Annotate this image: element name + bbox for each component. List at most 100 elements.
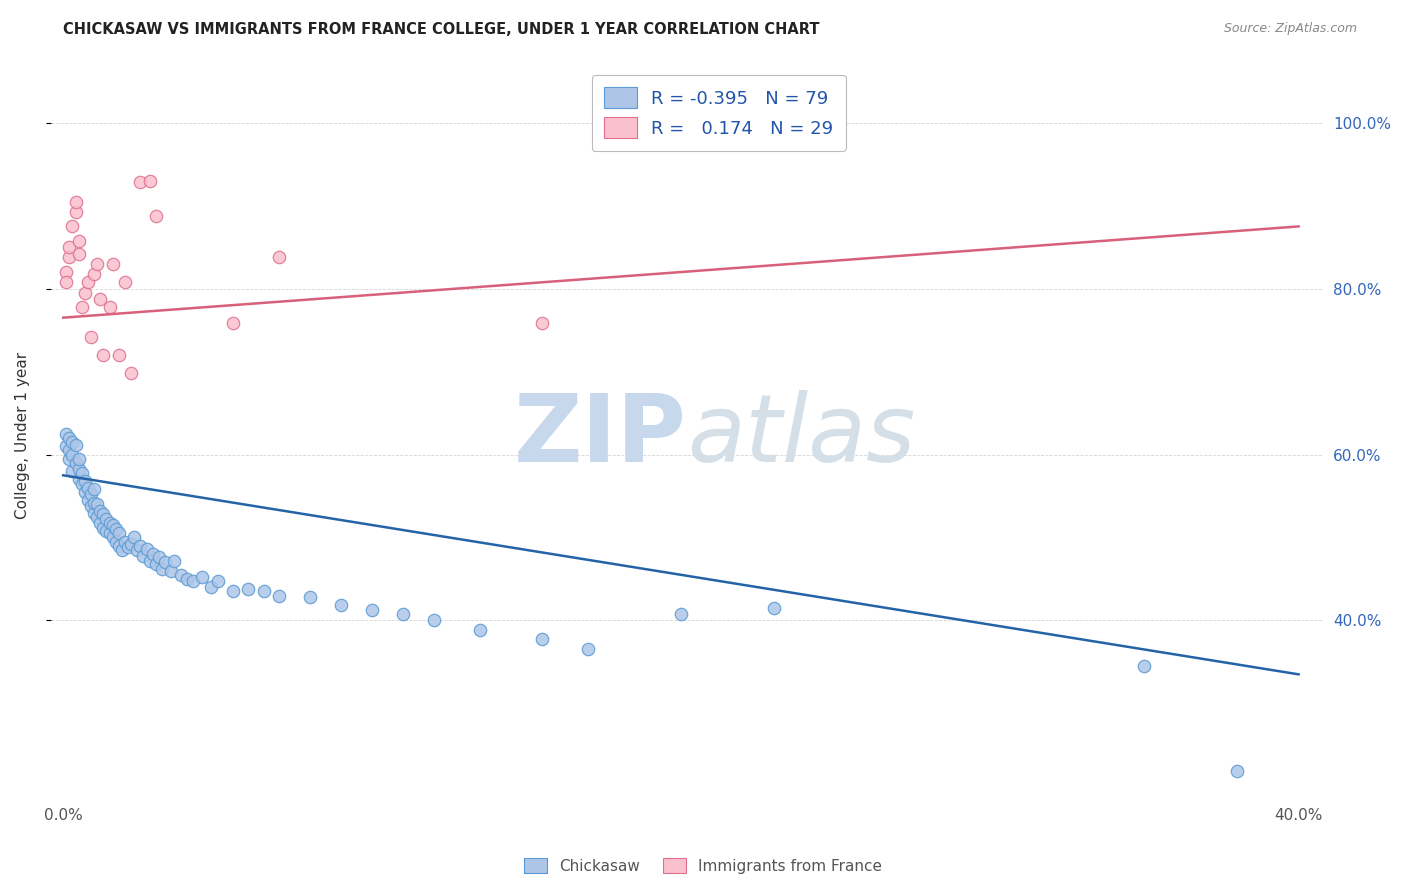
- Point: [58, 240, 80, 254]
- Point: [222, 584, 245, 599]
- Point: [207, 574, 229, 588]
- Point: [132, 549, 155, 563]
- Point: [468, 624, 491, 638]
- Point: [65, 194, 87, 209]
- Point: [181, 574, 204, 588]
- Point: [58, 443, 80, 458]
- Point: [101, 518, 124, 533]
- Point: [65, 205, 87, 219]
- Point: [111, 543, 134, 558]
- Text: ZIP: ZIP: [515, 390, 688, 482]
- Point: [253, 584, 276, 599]
- Text: CHICKASAW VS IMMIGRANTS FROM FRANCE COLLEGE, UNDER 1 YEAR CORRELATION CHART: CHICKASAW VS IMMIGRANTS FROM FRANCE COLL…: [63, 22, 820, 37]
- Point: [114, 534, 136, 549]
- Point: [62, 219, 84, 234]
- Point: [70, 476, 93, 491]
- Point: [299, 591, 322, 605]
- Point: [101, 531, 124, 545]
- Point: [67, 234, 90, 248]
- Point: [98, 300, 121, 314]
- Point: [117, 541, 139, 555]
- Point: [55, 275, 77, 289]
- Point: [101, 257, 124, 271]
- Point: [107, 348, 129, 362]
- Point: [89, 516, 111, 530]
- Point: [191, 570, 214, 584]
- Point: [129, 539, 152, 553]
- Point: [55, 426, 77, 441]
- Point: [361, 603, 384, 617]
- Point: [83, 495, 105, 509]
- Point: [330, 599, 353, 613]
- Legend: Chickasaw, Immigrants from France: Chickasaw, Immigrants from France: [517, 852, 889, 880]
- Point: [107, 526, 129, 541]
- Point: [153, 555, 176, 569]
- Point: [169, 567, 191, 582]
- Point: [222, 317, 245, 331]
- Point: [67, 472, 90, 486]
- Point: [104, 534, 127, 549]
- Point: [80, 499, 103, 513]
- Point: [77, 275, 100, 289]
- Point: [70, 466, 93, 480]
- Point: [114, 275, 136, 289]
- Text: atlas: atlas: [688, 391, 915, 482]
- Point: [83, 506, 105, 520]
- Y-axis label: College, Under 1 year: College, Under 1 year: [15, 352, 30, 519]
- Point: [145, 557, 167, 571]
- Point: [83, 267, 105, 281]
- Point: [762, 601, 785, 615]
- Point: [122, 531, 145, 545]
- Point: [86, 257, 108, 271]
- Point: [176, 572, 198, 586]
- Point: [135, 542, 157, 557]
- Point: [91, 520, 114, 534]
- Point: [86, 509, 108, 524]
- Point: [98, 526, 121, 541]
- Point: [91, 508, 114, 522]
- Point: [67, 451, 90, 466]
- Point: [269, 250, 291, 264]
- Point: [107, 539, 129, 553]
- Point: [530, 317, 553, 331]
- Point: [62, 448, 84, 462]
- Point: [150, 562, 173, 576]
- Point: [138, 554, 160, 568]
- Point: [80, 487, 103, 501]
- Text: Source: ZipAtlas.com: Source: ZipAtlas.com: [1223, 22, 1357, 36]
- Point: [58, 431, 80, 445]
- Point: [142, 547, 165, 561]
- Point: [163, 554, 186, 568]
- Point: [89, 292, 111, 306]
- Point: [238, 582, 260, 596]
- Point: [576, 642, 599, 657]
- Point: [77, 481, 100, 495]
- Point: [160, 564, 183, 578]
- Point: [89, 504, 111, 518]
- Point: [55, 265, 77, 279]
- Point: [200, 580, 222, 594]
- Point: [392, 607, 415, 621]
- Point: [148, 550, 170, 565]
- Point: [73, 484, 96, 499]
- Point: [145, 209, 167, 223]
- Point: [104, 522, 127, 536]
- Point: [96, 512, 118, 526]
- Point: [269, 589, 291, 603]
- Point: [129, 176, 152, 190]
- Point: [120, 366, 142, 380]
- Point: [58, 250, 80, 264]
- Point: [127, 543, 149, 558]
- Point: [65, 456, 87, 470]
- Point: [67, 247, 90, 261]
- Point: [55, 439, 77, 453]
- Legend: R = -0.395   N = 79, R =   0.174   N = 29: R = -0.395 N = 79, R = 0.174 N = 29: [592, 75, 846, 151]
- Point: [73, 285, 96, 300]
- Point: [58, 451, 80, 466]
- Point: [530, 632, 553, 646]
- Point: [80, 330, 103, 344]
- Point: [83, 483, 105, 497]
- Point: [716, 107, 738, 121]
- Point: [67, 462, 90, 476]
- Point: [98, 516, 121, 530]
